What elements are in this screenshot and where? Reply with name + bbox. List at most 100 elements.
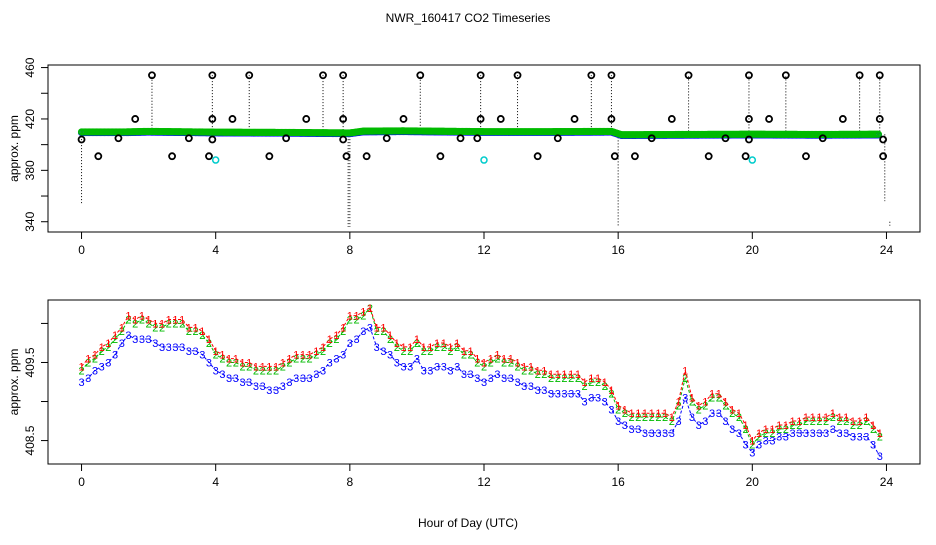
- series-point-3: 3: [595, 393, 601, 405]
- outlier-point: [570, 115, 579, 123]
- series-point-1: 1: [226, 354, 232, 366]
- outlier-point: [607, 115, 616, 123]
- series-point-3: 3: [816, 428, 822, 440]
- series-point-1: 1: [481, 357, 487, 369]
- series-point-2: 2: [850, 420, 856, 432]
- series-point-3: 3: [642, 428, 648, 440]
- series-point-3: 3: [78, 377, 84, 389]
- x-tick-label: 4: [212, 243, 219, 257]
- series-point-2: 2: [823, 416, 829, 428]
- outlier-point: [339, 71, 348, 80]
- outlier-point: [339, 135, 348, 144]
- outlier-point: [245, 71, 254, 80]
- series-point-2: 2: [367, 303, 373, 315]
- series-point-1: 1: [253, 361, 259, 373]
- series-point-2: 2: [803, 416, 809, 428]
- series-point-1: 1: [112, 330, 118, 342]
- series-point-2: 2: [857, 420, 863, 432]
- outlier-point: [533, 152, 542, 161]
- series-point-2: 2: [400, 346, 406, 358]
- series-point-3: 3: [394, 357, 400, 369]
- series-point-2: 2: [662, 412, 668, 424]
- series-point-2: 2: [763, 428, 769, 440]
- series-point-1: 1: [662, 408, 668, 420]
- series-point-1: 1: [830, 408, 836, 420]
- outlier-point: [205, 152, 213, 161]
- series-point-3: 3: [186, 346, 192, 358]
- series-point-3: 3: [662, 428, 668, 440]
- series-point-3: 3: [441, 361, 447, 373]
- series-point-2: 2: [253, 365, 259, 377]
- series-point-2: 2: [649, 412, 655, 424]
- series-point-2: 2: [280, 361, 286, 373]
- series-point-2: 2: [863, 416, 869, 428]
- series-point-2: 2: [320, 346, 326, 358]
- series-point-2: 2: [85, 357, 91, 369]
- series-point-2: 2: [347, 315, 353, 327]
- series-point-3: 3: [226, 373, 232, 385]
- series-point-1: 1: [286, 354, 292, 366]
- series-point-1: 1: [468, 346, 474, 358]
- series-point-1: 1: [85, 354, 91, 366]
- series-point-1: 1: [789, 416, 795, 428]
- series-point-2: 2: [172, 318, 178, 330]
- series-point-1: 1: [729, 404, 735, 416]
- series-point-1: 1: [722, 397, 728, 409]
- series-point-1: 1: [635, 408, 641, 420]
- series-point-1: 1: [810, 412, 816, 424]
- series-point-3: 3: [535, 385, 541, 397]
- y-axis-label: approx. ppm: [7, 115, 21, 182]
- series-point-3: 3: [575, 389, 581, 401]
- series-point-1: 1: [776, 420, 782, 432]
- series-point-1: 1: [629, 408, 635, 420]
- outlier-point: [684, 71, 693, 80]
- series-point-3: 3: [541, 385, 547, 397]
- outlier-point-cyan: [480, 156, 488, 164]
- series-point-1: 1: [421, 342, 427, 354]
- series-point-2: 2: [729, 408, 735, 420]
- series-point-3: 3: [877, 451, 883, 463]
- series-point-3: 3: [555, 389, 561, 401]
- series-point-3: 3: [669, 428, 675, 440]
- series-point-3: 3: [736, 428, 742, 440]
- series-point-3: 3: [313, 369, 319, 381]
- series-point-3: 3: [260, 381, 266, 393]
- outlier-point: [513, 71, 522, 80]
- series-point-1: 1: [434, 338, 440, 350]
- series-point-3: 3: [830, 424, 836, 436]
- series-point-3: 3: [421, 365, 427, 377]
- series-point-3: 3: [280, 381, 286, 393]
- series-point-3: 3: [340, 350, 346, 362]
- series-point-2: 2: [548, 373, 554, 385]
- series-point-3: 3: [608, 404, 614, 416]
- outlier-point: [399, 115, 408, 123]
- series-point-1: 1: [702, 397, 708, 409]
- series-point-2: 2: [394, 342, 400, 354]
- series-point-1: 1: [99, 342, 105, 354]
- series-point-3: 3: [219, 369, 225, 381]
- series-point-3: 3: [327, 357, 333, 369]
- series-point-2: 2: [246, 361, 252, 373]
- series-point-1: 1: [300, 350, 306, 362]
- series-point-3: 3: [749, 447, 755, 459]
- series-point-3: 3: [119, 338, 125, 350]
- outlier-point: [704, 152, 713, 161]
- series-point-2: 2: [146, 318, 152, 330]
- series-point-1: 1: [608, 385, 614, 397]
- series-point-3: 3: [689, 412, 695, 424]
- outlier-point: [802, 152, 810, 161]
- series-point-2: 2: [561, 373, 567, 385]
- series-point-2: 2: [387, 334, 393, 346]
- series-point-1: 1: [877, 428, 883, 440]
- series-point-2: 2: [709, 393, 715, 405]
- series-point-2: 2: [521, 365, 527, 377]
- series-point-2: 2: [139, 315, 145, 327]
- outlier-point: [148, 71, 156, 80]
- series-point-3: 3: [514, 377, 520, 389]
- series-point-3: 3: [588, 393, 594, 405]
- x-tick-label: 0: [78, 475, 85, 489]
- series-point-2: 2: [642, 412, 648, 424]
- series-point-3: 3: [716, 408, 722, 420]
- series-point-1: 1: [514, 357, 520, 369]
